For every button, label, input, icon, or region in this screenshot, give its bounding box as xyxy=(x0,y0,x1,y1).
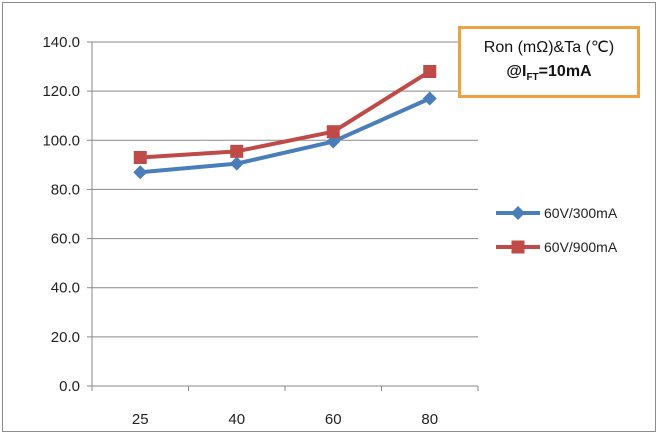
y-tick-label: 80.0 xyxy=(51,181,80,198)
data-point xyxy=(133,150,147,164)
y-tick-label: 20.0 xyxy=(51,329,80,346)
chart-title-box: Ron (mΩ)&Ta (℃) @IFT=10mA xyxy=(458,26,640,98)
legend-marker-0 xyxy=(511,206,525,220)
gridlines xyxy=(92,41,478,338)
y-tick-label: 60.0 xyxy=(51,231,80,248)
data-point xyxy=(422,91,437,106)
chart-title: Ron (mΩ)&Ta (℃) xyxy=(483,39,615,56)
x-tick-label: 40 xyxy=(228,411,245,426)
data-point xyxy=(423,64,437,78)
chart-subtitle: @IFT=10mA xyxy=(461,63,637,83)
x-tick-label: 25 xyxy=(132,411,149,426)
data-point xyxy=(229,156,244,171)
y-tick-labels: 0.0 20.0 40.0 60.0 80.0 100.0 120.0 140.0 xyxy=(42,34,80,395)
series-line-1 xyxy=(140,69,431,160)
legend-marker-1 xyxy=(511,240,525,254)
y-tick-label: 0.0 xyxy=(59,378,80,395)
legend: 60V/300mA 60V/900mA xyxy=(496,205,618,255)
y-tick-label: 100.0 xyxy=(42,132,80,149)
x-tick-labels: 25 40 60 80 xyxy=(132,411,438,426)
axes xyxy=(87,41,479,391)
x-tick-label: 60 xyxy=(325,411,342,426)
legend-label-0: 60V/300mA xyxy=(544,205,618,221)
subtitle-prefix: @I xyxy=(506,63,527,80)
subtitle-subscript: FT xyxy=(526,72,539,84)
series-lines xyxy=(133,64,437,180)
y-tick-label: 140.0 xyxy=(42,34,80,51)
data-point xyxy=(326,125,340,139)
data-point xyxy=(133,165,148,180)
subtitle-suffix: =10mA xyxy=(538,63,592,80)
legend-label-1: 60V/900mA xyxy=(544,239,618,255)
data-point xyxy=(230,144,244,158)
x-tick-label: 80 xyxy=(421,411,438,426)
y-tick-label: 120.0 xyxy=(42,83,80,100)
y-tick-label: 40.0 xyxy=(51,280,80,297)
series-line-0 xyxy=(140,96,431,175)
